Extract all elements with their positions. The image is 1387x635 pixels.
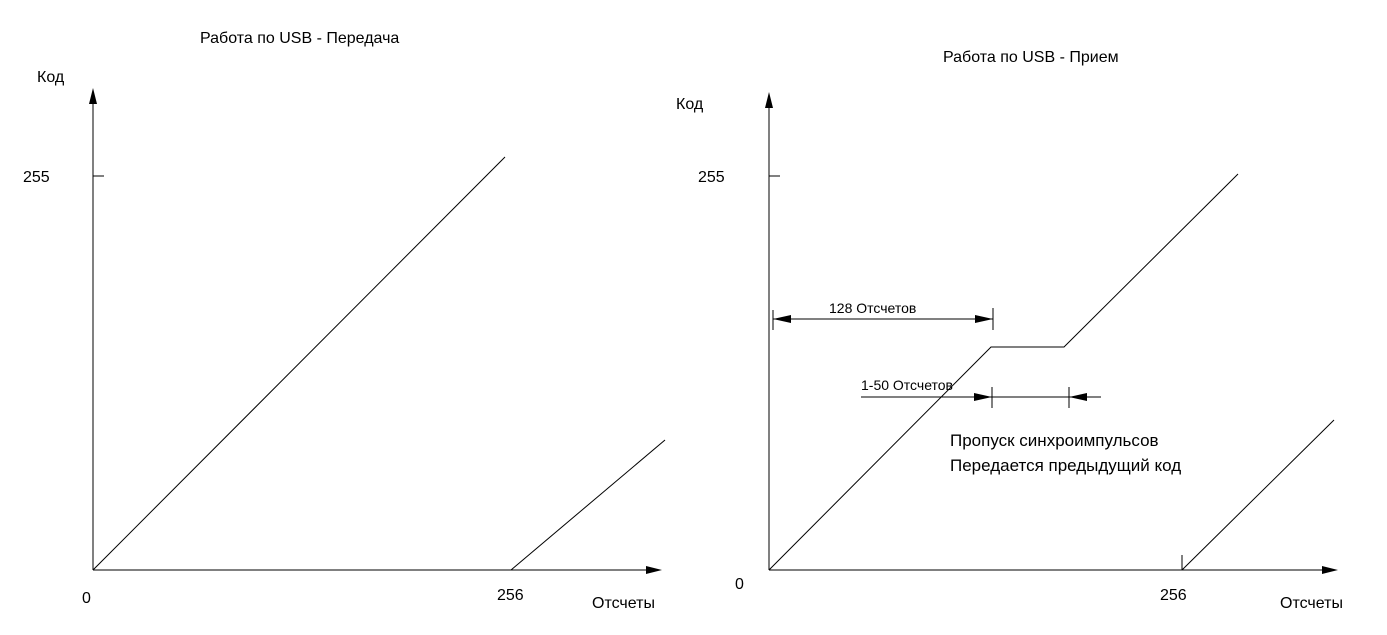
right-title: Работа по USB - Прием	[943, 49, 1119, 66]
dim-128-label: 128 Отсчетов	[829, 300, 916, 316]
left-title: Работа по USB - Передача	[200, 30, 399, 47]
left-y-tick-label: 255	[23, 169, 50, 186]
left-y-axis-label: Код	[37, 69, 65, 86]
left-x-axis-label: Отсчеты	[592, 595, 655, 612]
left-x-axis-arrow-icon	[646, 566, 662, 574]
right-diagram: Работа по USB - Прием Код Отсчеты 255 0 …	[676, 49, 1343, 612]
right-ramp-with-plateau	[768, 173, 1239, 571]
dim-1-50-left-arrow-icon	[974, 393, 992, 401]
dim-1-50-label: 1-50 Отсчетов	[861, 377, 953, 393]
right-y-axis-label: Код	[676, 96, 704, 113]
left-ramp-second	[510, 439, 666, 571]
left-diagram: Работа по USB - Передача Код Отсчеты 255…	[23, 30, 666, 612]
left-ramp-first	[92, 156, 506, 571]
note-line-2: Передается предыдущий код	[950, 456, 1181, 475]
right-ramp-second	[1181, 419, 1335, 571]
dim-1-50-right-arrow-icon	[1069, 393, 1087, 401]
right-y-axis-arrow-icon	[765, 92, 773, 108]
right-x-axis-arrow-icon	[1322, 566, 1338, 574]
note-line-1: Пропуск синхроимпульсов	[950, 431, 1159, 450]
dim-128-left-arrow-icon	[773, 315, 791, 323]
left-x-tick-label: 256	[497, 587, 524, 604]
dim-128-right-arrow-icon	[975, 315, 993, 323]
right-x-axis-label: Отсчеты	[1280, 595, 1343, 612]
right-y-tick-label: 255	[698, 169, 725, 186]
right-origin-label: 0	[735, 576, 744, 593]
right-x-tick-label: 256	[1160, 587, 1187, 604]
left-origin-label: 0	[82, 590, 91, 607]
left-y-axis-arrow-icon	[89, 88, 97, 104]
